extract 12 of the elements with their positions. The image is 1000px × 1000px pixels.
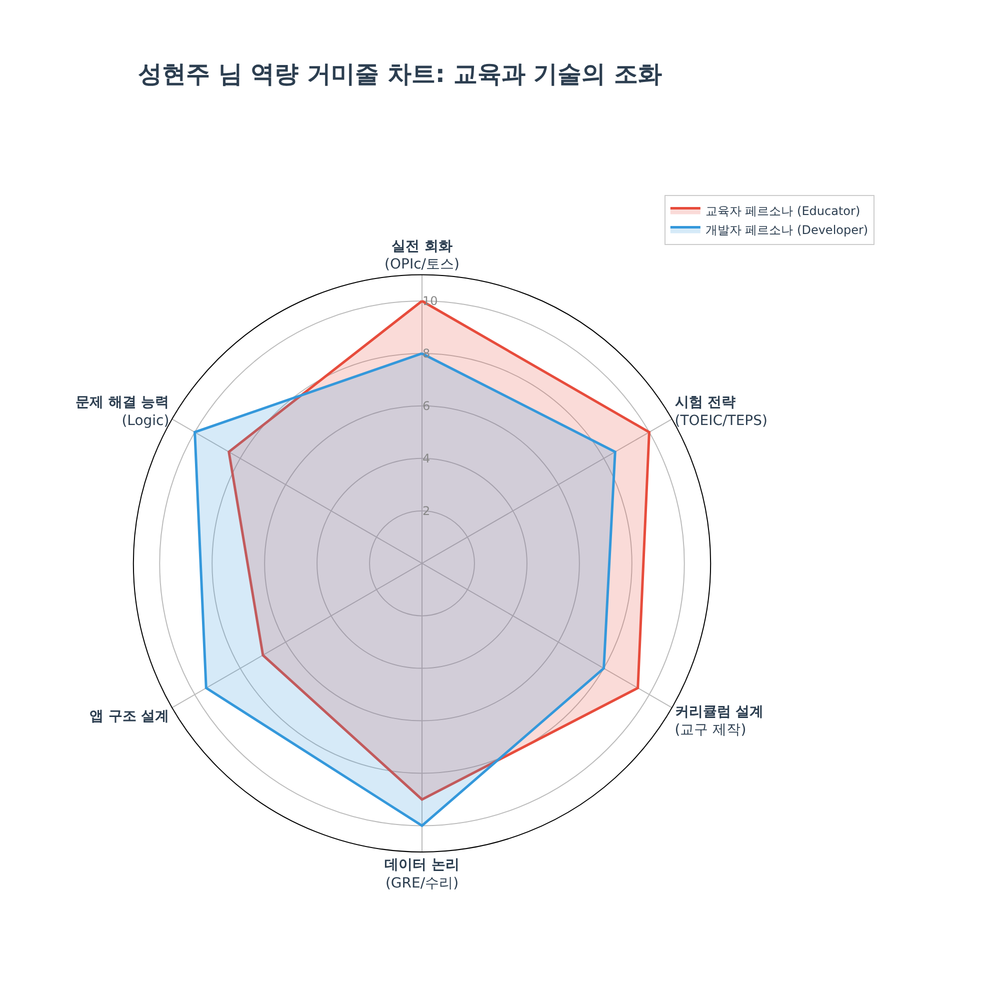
y-tick-label: 4 bbox=[422, 451, 430, 466]
spoke-label: 앱 구조 설계 bbox=[89, 708, 170, 725]
y-tick-label: 6 bbox=[422, 398, 430, 413]
legend-label: 교육자 페르소나 (Educator) bbox=[705, 204, 860, 218]
spoke-label: 커리큘럼 설계 (교구 제작) bbox=[674, 704, 764, 738]
chart-title: 성현주 님 역량 거미줄 차트: 교육과 기술의 조화 bbox=[138, 60, 662, 88]
spoke-label: 실전 회화 (OPIc/토스) bbox=[384, 238, 460, 273]
spoke-label: 데이터 논리 (GRE/수리) bbox=[384, 857, 460, 892]
spoke-label: 문제 해결 능력 (Logic) bbox=[75, 394, 170, 429]
legend-label: 개발자 페르소나 (Developer) bbox=[705, 222, 868, 237]
spoke-label: 시험 전략 (TOEIC/TEPS) bbox=[674, 394, 768, 429]
y-tick-label: 2 bbox=[422, 504, 430, 518]
